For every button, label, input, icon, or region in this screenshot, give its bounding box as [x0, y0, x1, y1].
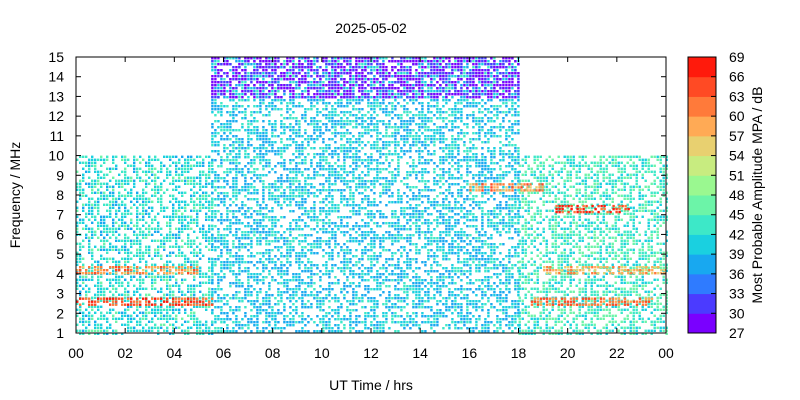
colorbar-swatch [688, 214, 716, 235]
x-tick-label: 10 [314, 345, 330, 361]
colorbar-tick-label: 69 [729, 49, 745, 65]
heatmap-band [76, 155, 214, 335]
y-tick-label: 4 [56, 266, 64, 282]
colorbar-tick-label: 45 [729, 207, 745, 223]
colorbar-swatch [688, 195, 716, 216]
y-tick-label: 10 [48, 148, 64, 164]
colorbar-tick-label: 60 [729, 108, 745, 124]
colorbar-tick-label: 57 [729, 128, 745, 144]
y-tick-label: 13 [48, 88, 64, 104]
colorbar-tick-label: 30 [729, 305, 745, 321]
colorbar-swatch [688, 254, 716, 275]
heatmap-band [530, 297, 654, 306]
heatmap-band [211, 57, 520, 99]
colorbar-swatch [688, 135, 716, 157]
y-tick-label: 2 [56, 305, 64, 321]
colorbar-swatch [688, 293, 716, 314]
colorbar-swatch [688, 96, 716, 117]
x-tick-label: 08 [265, 345, 281, 361]
heatmap-band [76, 297, 214, 306]
x-tick-label: 22 [609, 345, 625, 361]
colorbar-tick-label: 54 [729, 148, 745, 164]
x-tick-label: 06 [216, 345, 232, 361]
heatmap-band [469, 183, 544, 192]
x-tick-label: 20 [560, 345, 576, 361]
colorbar-tick-label: 48 [729, 187, 745, 203]
colorbar-tick-label: 66 [729, 69, 745, 85]
x-axis: 00 02 04 06 08 10 12 14 16 18 20 22 00 [68, 57, 674, 361]
y-tick-label: 15 [48, 49, 64, 65]
x-tick-label: 16 [462, 345, 478, 361]
heatmap-band [518, 155, 668, 335]
chart-title: 2025-05-02 [335, 20, 407, 36]
colorbar-tick-label: 27 [729, 325, 745, 341]
colorbar-title: Most Probable Amplitude MPA / dB [749, 87, 765, 304]
x-tick-label: 00 [68, 345, 84, 361]
colorbar: 27 30 33 36 39 42 45 48 51 54 57 60 63 66 69 [687, 49, 745, 341]
colorbar-tick-label: 63 [729, 88, 745, 104]
colorbar-swatch [688, 116, 716, 137]
colorbar-swatch [688, 313, 716, 334]
y-tick-label: 14 [48, 69, 64, 85]
y-tick-label: 9 [56, 167, 64, 183]
y-tick-label: 3 [56, 286, 64, 302]
y-tick-label: 5 [56, 246, 64, 262]
y-tick-label: 8 [56, 187, 64, 203]
heatmap-area [76, 57, 668, 335]
x-tick-label: 14 [412, 345, 428, 361]
x-axis-title: UT Time / hrs [329, 377, 413, 393]
colorbar-swatch [688, 155, 716, 176]
heatmap-band [76, 266, 199, 275]
x-tick-label: 04 [167, 345, 183, 361]
heatmap-band [543, 266, 666, 275]
y-tick-label: 7 [56, 207, 64, 223]
colorbar-swatch [688, 234, 716, 255]
y-tick-label: 1 [56, 325, 64, 341]
x-tick-label: 02 [117, 345, 133, 361]
colorbar-tick-label: 36 [729, 266, 745, 282]
x-tick-label: 00 [658, 345, 674, 361]
y-tick-label: 12 [48, 108, 64, 124]
colorbar-tick-label: 39 [729, 246, 745, 262]
colorbar-swatch [688, 57, 716, 78]
colorbar-tick-label: 33 [729, 286, 745, 302]
colorbar-tick-label: 42 [729, 226, 745, 242]
colorbar-tick-label: 51 [729, 167, 745, 183]
y-tick-label: 6 [56, 226, 64, 242]
y-axis-title: Frequency / MHz [7, 142, 23, 249]
colorbar-swatch [688, 175, 716, 196]
heatmap-band [555, 204, 630, 214]
x-tick-label: 18 [511, 345, 527, 361]
colorbar-swatch [688, 76, 716, 97]
heatmap-band [211, 57, 520, 333]
y-tick-label: 11 [49, 128, 64, 144]
colorbar-swatch [688, 273, 716, 295]
x-tick-label: 12 [363, 345, 379, 361]
